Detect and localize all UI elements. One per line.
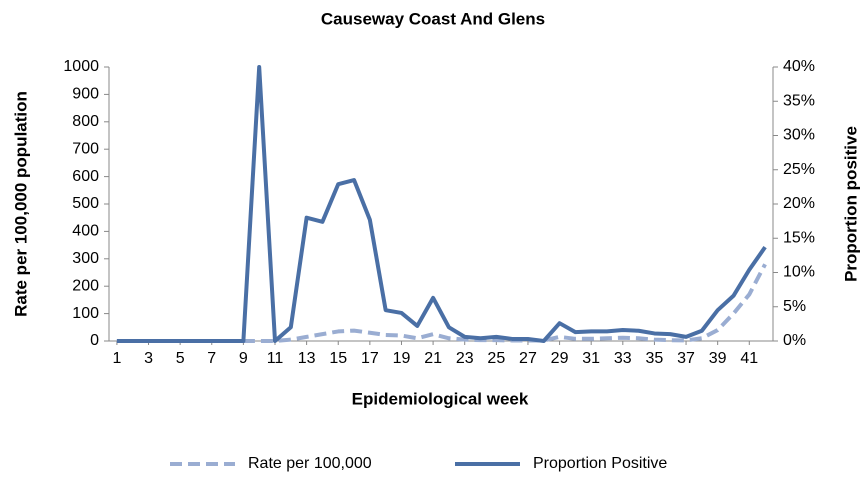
x-tick-label: 17 — [361, 350, 379, 367]
chart-title: Causeway Coast And Glens — [321, 9, 545, 28]
y2-tick-label: 0% — [783, 332, 806, 349]
x-tick-label: 13 — [298, 350, 316, 367]
y2-tick-label: 5% — [783, 298, 806, 315]
legend-label: Proportion Positive — [533, 455, 667, 472]
y2-tick-label: 30% — [783, 127, 815, 144]
x-tick-label: 5 — [176, 350, 185, 367]
y-tick-label: 1000 — [63, 58, 99, 75]
y-axis-title: Rate per 100,000 population — [11, 91, 30, 317]
x-tick-label: 29 — [551, 350, 569, 367]
x-tick-label: 37 — [677, 350, 695, 367]
x-tick-label: 11 — [267, 350, 284, 367]
y-tick-label: 900 — [72, 86, 99, 103]
y2-tick-label: 20% — [783, 195, 815, 212]
y-tick-label: 100 — [72, 305, 99, 322]
x-tick-label: 3 — [144, 350, 153, 367]
y-tick-label: 700 — [72, 140, 99, 157]
x-tick-label: 41 — [740, 350, 758, 367]
x-tick-label: 33 — [614, 350, 632, 367]
x-tick-label: 21 — [424, 350, 442, 367]
y-tick-label: 400 — [72, 223, 99, 240]
y2-tick-label: 10% — [783, 264, 815, 281]
x-tick-label: 39 — [709, 350, 727, 367]
y-tick-label: 0 — [90, 332, 99, 349]
legend-label: Rate per 100,000 — [248, 455, 372, 472]
y-tick-label: 300 — [72, 250, 99, 267]
x-tick-label: 23 — [456, 350, 474, 367]
y-tick-label: 800 — [72, 113, 99, 130]
y2-tick-label: 40% — [783, 58, 815, 75]
y-tick-label: 200 — [72, 277, 99, 294]
x-tick-label: 1 — [112, 350, 121, 367]
series-line — [116, 65, 767, 343]
x-tick-label: 19 — [393, 350, 411, 367]
x-tick-label: 27 — [519, 350, 537, 367]
x-tick-label: 9 — [239, 350, 248, 367]
y2-tick-label: 25% — [783, 161, 815, 178]
y2-axis-title: Proportion positive — [841, 126, 860, 282]
y-tick-label: 500 — [72, 195, 99, 212]
y2-tick-label: 35% — [783, 92, 815, 109]
y2-tick-label: 15% — [783, 229, 815, 246]
x-tick-label: 15 — [329, 350, 347, 367]
series-line — [116, 263, 767, 343]
x-tick-label: 31 — [582, 350, 600, 367]
x-tick-label: 35 — [646, 350, 664, 367]
x-axis-title: Epidemiological week — [352, 389, 529, 408]
y-tick-label: 600 — [72, 168, 99, 185]
x-tick-label: 25 — [487, 350, 505, 367]
x-tick-label: 7 — [207, 350, 216, 367]
